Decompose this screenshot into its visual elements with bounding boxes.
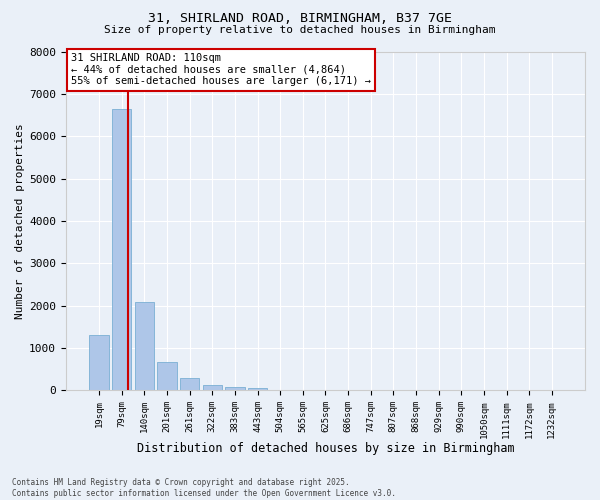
Bar	[225, 386, 245, 390]
X-axis label: Distribution of detached houses by size in Birmingham: Distribution of detached houses by size …	[137, 442, 514, 455]
Bar	[112, 108, 131, 390]
Bar	[203, 385, 222, 390]
Bar	[180, 378, 199, 390]
Bar	[157, 362, 176, 390]
Text: 31 SHIRLAND ROAD: 110sqm
← 44% of detached houses are smaller (4,864)
55% of sem: 31 SHIRLAND ROAD: 110sqm ← 44% of detach…	[71, 53, 371, 86]
Text: Contains HM Land Registry data © Crown copyright and database right 2025.
Contai: Contains HM Land Registry data © Crown c…	[12, 478, 396, 498]
Y-axis label: Number of detached properties: Number of detached properties	[15, 123, 25, 319]
Bar	[135, 302, 154, 390]
Bar	[248, 388, 267, 390]
Bar	[89, 336, 109, 390]
Text: Size of property relative to detached houses in Birmingham: Size of property relative to detached ho…	[104, 25, 496, 35]
Text: 31, SHIRLAND ROAD, BIRMINGHAM, B37 7GE: 31, SHIRLAND ROAD, BIRMINGHAM, B37 7GE	[148, 12, 452, 26]
